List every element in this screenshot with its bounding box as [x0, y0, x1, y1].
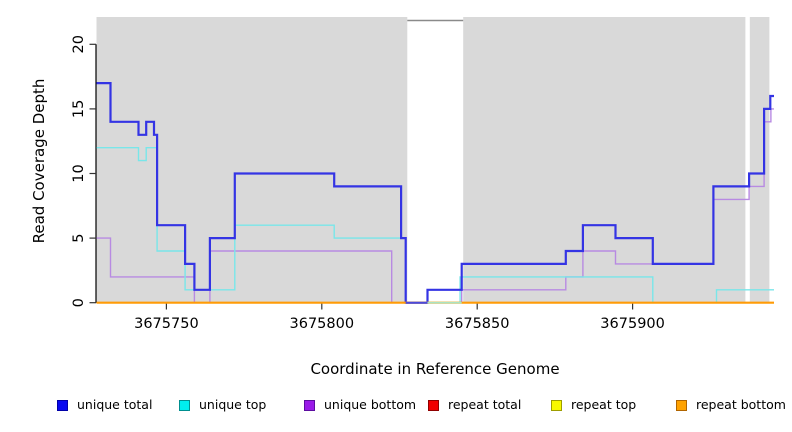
y-tick-label: 0 [71, 298, 87, 307]
region-rect [749, 17, 770, 304]
legend-swatch-unique-top [179, 399, 190, 411]
series-line-unique-total [96, 82, 774, 304]
legend-swatch-repeat-top [551, 399, 562, 411]
y-tick-label: 15 [71, 100, 87, 118]
x-tick-label: 3675850 [445, 316, 510, 332]
legend-swatch-repeat-bottom [676, 399, 687, 411]
legend-swatch-repeat-total [428, 399, 439, 411]
legend-item-repeat-top: repeat top [551, 396, 636, 414]
region-rect [96, 17, 408, 304]
legend-label: unique total [77, 397, 153, 412]
legend-label: repeat total [448, 397, 522, 412]
legend-item-unique-total: unique total [57, 396, 152, 414]
x-axis-title: Coordinate in Reference Genome [310, 360, 560, 378]
series-line-unique-top [96, 147, 774, 304]
y-axis-title: Read Coverage Depth [30, 78, 48, 244]
y-tick-label: 10 [71, 164, 87, 182]
x-tick-label: 3675750 [134, 316, 199, 332]
legend-item-unique-top: unique top [179, 396, 266, 414]
legend-item-repeat-bottom: repeat bottom [676, 396, 786, 414]
legend-label: unique bottom [324, 397, 417, 412]
x-tick-label: 3675800 [290, 316, 355, 332]
legend-item-repeat-total: repeat total [428, 396, 521, 414]
y-tick-label: 5 [71, 233, 87, 242]
legend-swatch-unique-bottom [304, 399, 315, 411]
legend-item-unique-bottom: unique bottom [304, 396, 416, 414]
y-tick-label: 20 [71, 35, 87, 53]
region-rect [463, 17, 746, 304]
x-tick-label: 3675900 [600, 316, 665, 332]
legend-label: repeat bottom [696, 397, 786, 412]
legend-swatch-unique-total [57, 399, 68, 411]
plot-legend: unique total unique top unique bottom re… [0, 396, 792, 416]
legend-label: unique top [199, 397, 267, 412]
legend-label: repeat top [571, 397, 637, 412]
